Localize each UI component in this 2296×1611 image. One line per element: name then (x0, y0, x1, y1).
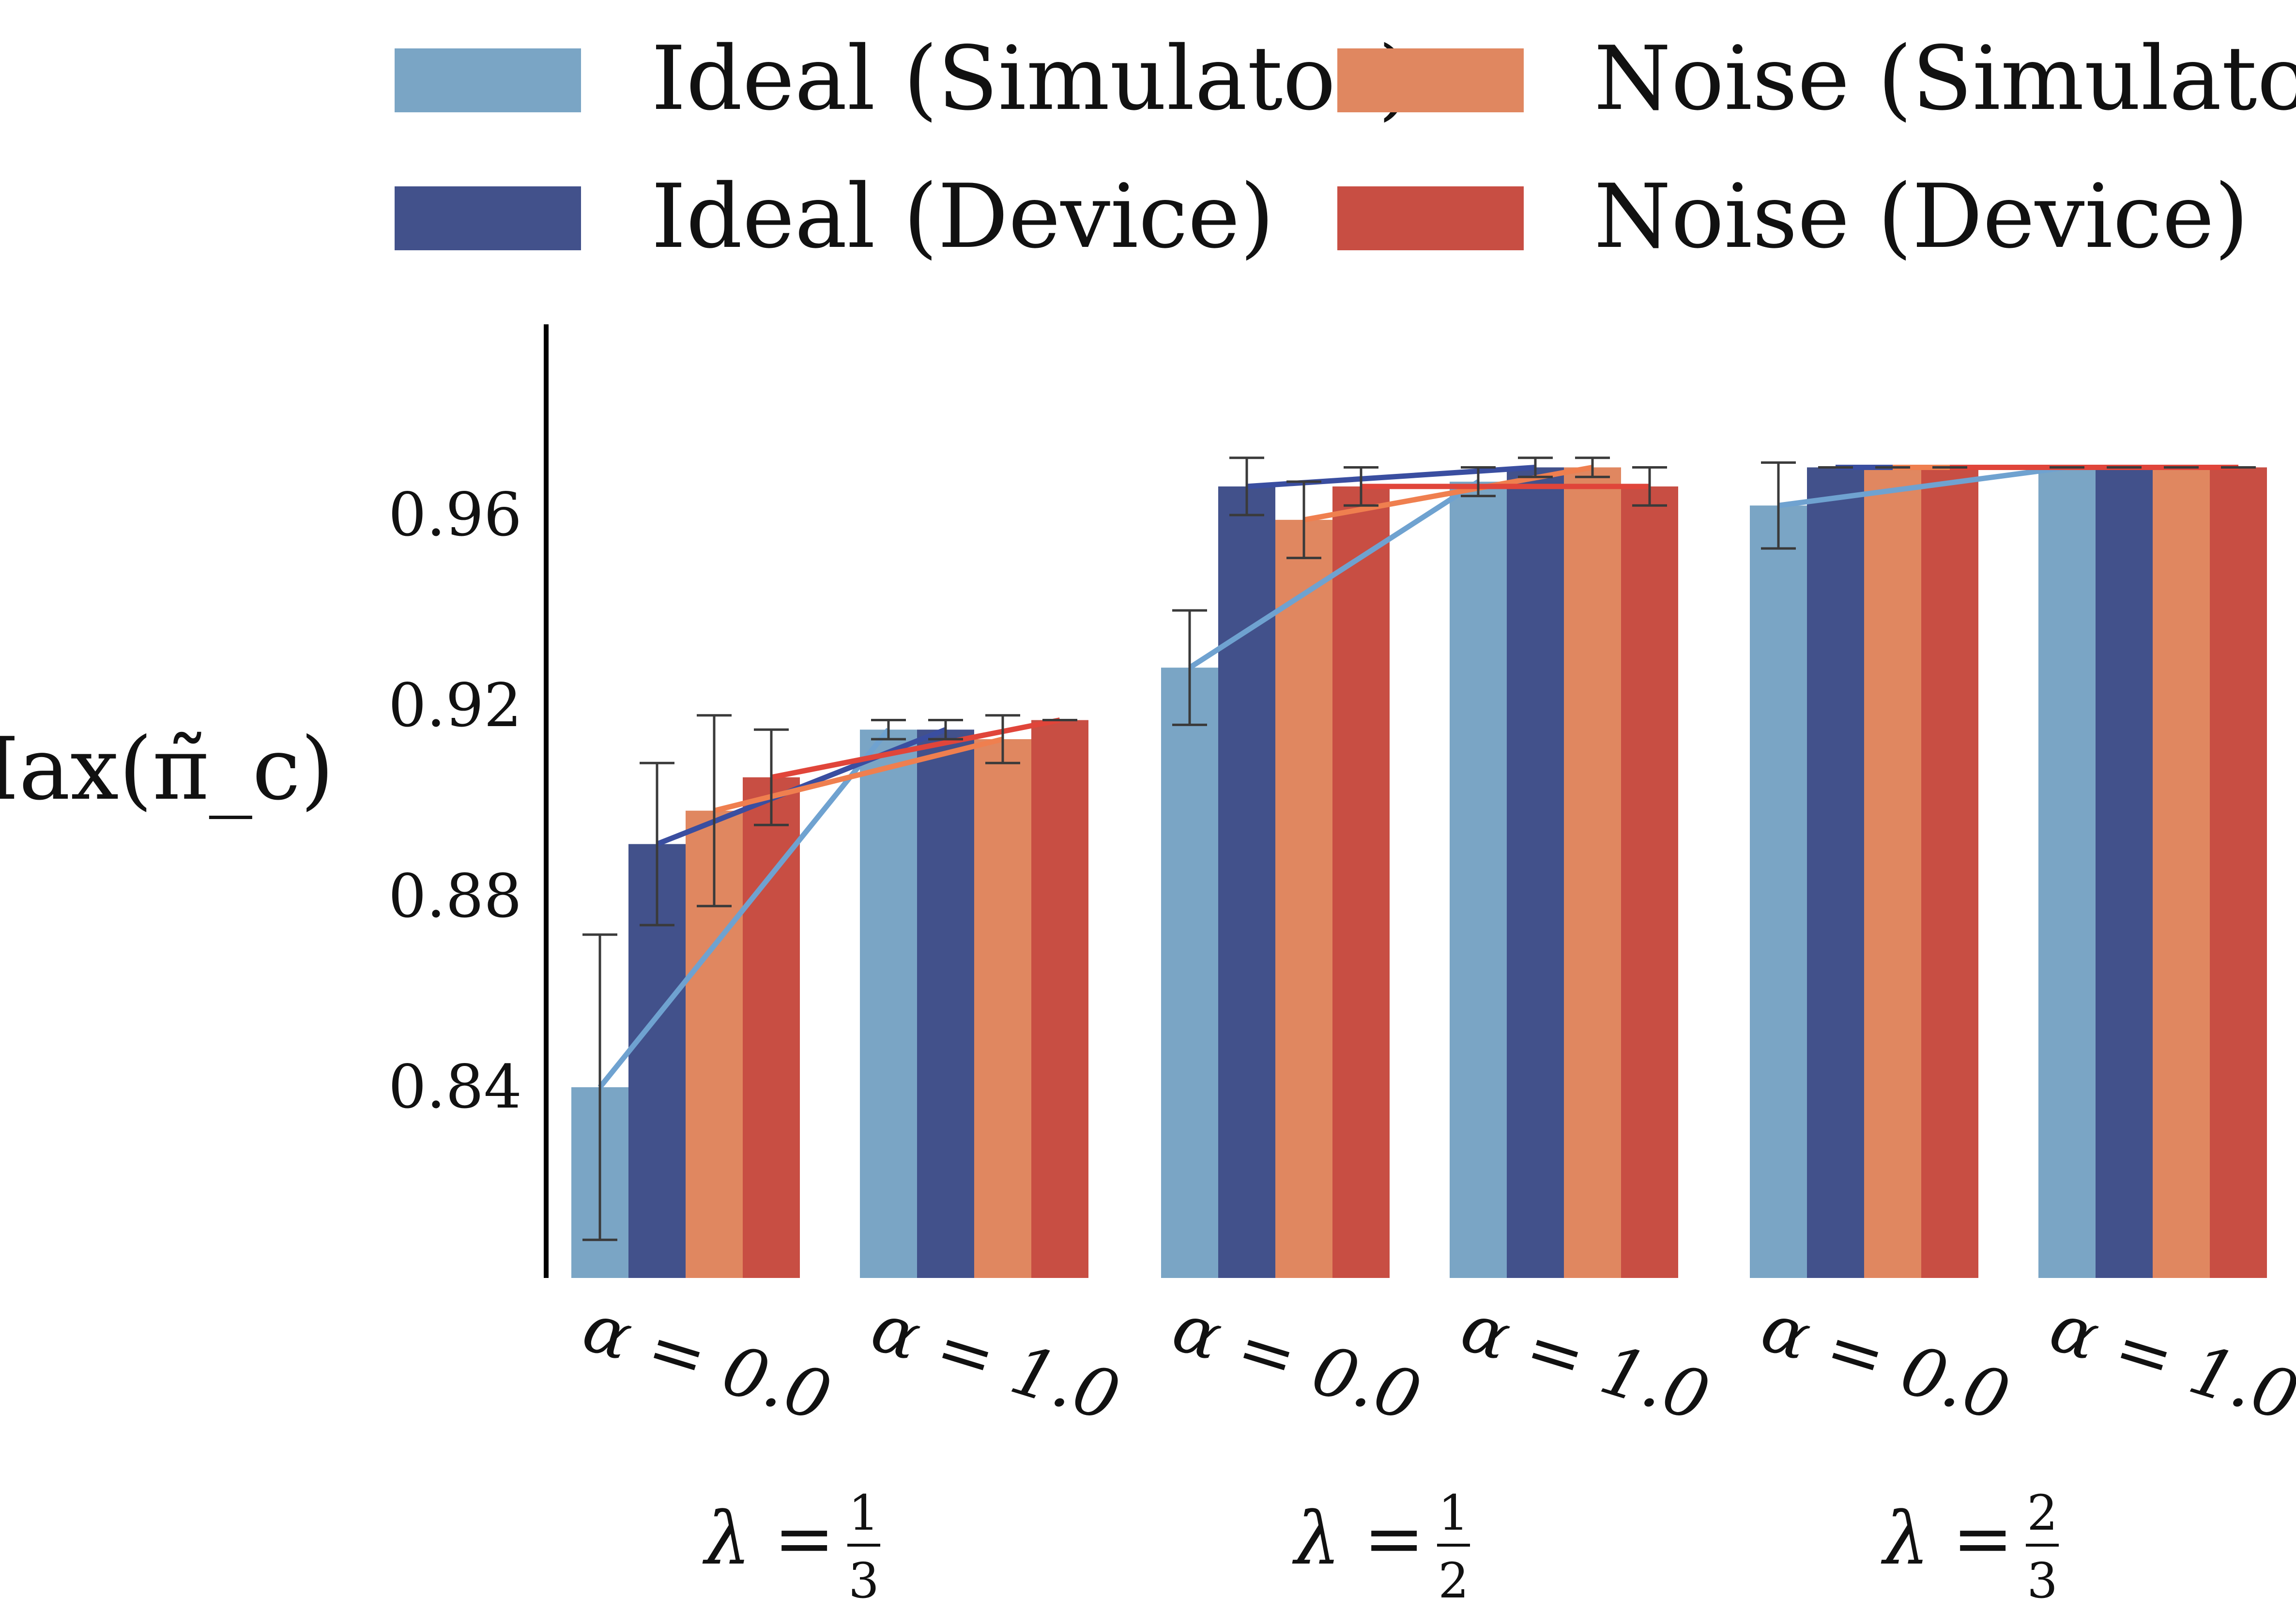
group-lambda: λ = (1881, 1497, 2013, 1581)
group-label: λ = 1 2 (1292, 1485, 1470, 1609)
y-tick-label: 0.92 (388, 671, 522, 741)
group-label: λ = 1 3 (703, 1485, 880, 1609)
x-tick-label: α = 1.0 (863, 1288, 1128, 1437)
y-axis: 0.84 0.88 0.92 0.96 (388, 324, 549, 1278)
group-lambda: λ = (703, 1497, 835, 1581)
y-axis-label: Max(π̃_c) (0, 719, 334, 819)
bar (2210, 467, 2267, 1278)
error-bar (582, 933, 617, 1241)
legend-item: Noise (Simulator) (1337, 27, 2296, 130)
legend-label: Noise (Device) (1594, 165, 2249, 268)
legend-label: Ideal (Device) (651, 165, 1274, 268)
bar (1750, 505, 1807, 1278)
y-tick-label: 0.84 (388, 1052, 522, 1122)
y-tick-label: 0.96 (388, 480, 522, 550)
x-tick-label: α = 0.0 (1164, 1288, 1429, 1437)
series-line (770, 717, 1061, 780)
group-lambda: λ = (1292, 1497, 1424, 1581)
bar (1332, 486, 1390, 1278)
bar (1218, 486, 1275, 1278)
fraction-denominator: 2 (1438, 1552, 1469, 1609)
series-line (1246, 465, 1536, 489)
fraction-numerator: 1 (1438, 1485, 1469, 1541)
legend-swatch (395, 186, 581, 250)
error-bar (1575, 456, 1610, 478)
error-bar (640, 761, 674, 927)
bar (917, 730, 974, 1278)
legend-label: Ideal (Simulator) (651, 27, 1412, 130)
bar (1161, 668, 1218, 1278)
fraction-numerator: 1 (848, 1485, 879, 1541)
bar (743, 777, 800, 1278)
bars (571, 467, 2267, 1278)
bar (2096, 467, 2153, 1278)
legend-swatch (395, 48, 581, 112)
legend-swatch (1337, 186, 1524, 250)
error-bar (754, 728, 789, 826)
group-label: λ = 2 3 (1881, 1485, 2059, 1609)
bar (1031, 720, 1088, 1278)
series-line (1778, 465, 2067, 508)
error-bar (1286, 480, 1321, 560)
bar (974, 739, 1031, 1278)
legend-label: Noise (Simulator) (1594, 27, 2296, 130)
x-tick-label: α = 1.0 (1453, 1288, 1718, 1437)
series-line (1188, 479, 1480, 670)
x-tick-label: α = 1.0 (2041, 1288, 2296, 1437)
error-bar (1344, 466, 1378, 507)
legend-item: Ideal (Device) (395, 165, 1274, 268)
bar (1564, 467, 1621, 1278)
legend: Ideal (Simulator) Noise (Simulator) Ideal … (395, 27, 2296, 268)
bar (2038, 467, 2096, 1278)
legend-item: Noise (Device) (1337, 165, 2249, 268)
bar (1507, 467, 1564, 1278)
bar (1450, 482, 1507, 1278)
x-tick-labels: α = 0.0 α = 1.0 α = 0.0 α = 1.0 α = 0.0 α = 1… (574, 1288, 2296, 1437)
bar (1621, 486, 1678, 1278)
bar (860, 730, 917, 1278)
legend-item: Ideal (Simulator) (395, 27, 1412, 130)
error-bar (1632, 466, 1667, 507)
group-labels: λ = 13 λ = 12 λ = 23 (703, 1485, 2059, 1609)
error-bar (1518, 456, 1553, 478)
bar (1807, 467, 1864, 1278)
fraction-denominator: 3 (2027, 1552, 2058, 1609)
bar (2153, 467, 2210, 1278)
fraction-numerator: 2 (2027, 1485, 2058, 1541)
y-tick-label: 0.88 (388, 862, 522, 931)
x-tick-label: α = 0.0 (1753, 1288, 2018, 1437)
fraction-denominator: 3 (848, 1552, 879, 1609)
error-bars (582, 456, 2256, 1241)
bar (1864, 467, 1921, 1278)
error-bar (985, 714, 1020, 764)
error-bar (928, 719, 963, 741)
series-line (597, 728, 891, 1089)
series-lines (597, 465, 2238, 1089)
error-bar (697, 714, 732, 908)
error-bar (1761, 461, 1796, 550)
bar (1921, 467, 1978, 1278)
error-bar (1172, 609, 1207, 726)
legend-swatch (1337, 48, 1524, 112)
error-bar (1461, 466, 1496, 498)
x-tick-label: α = 0.0 (574, 1288, 840, 1437)
bar (1275, 519, 1332, 1278)
error-bar (1229, 456, 1264, 517)
series-line (713, 736, 1004, 814)
error-bar (871, 719, 906, 741)
